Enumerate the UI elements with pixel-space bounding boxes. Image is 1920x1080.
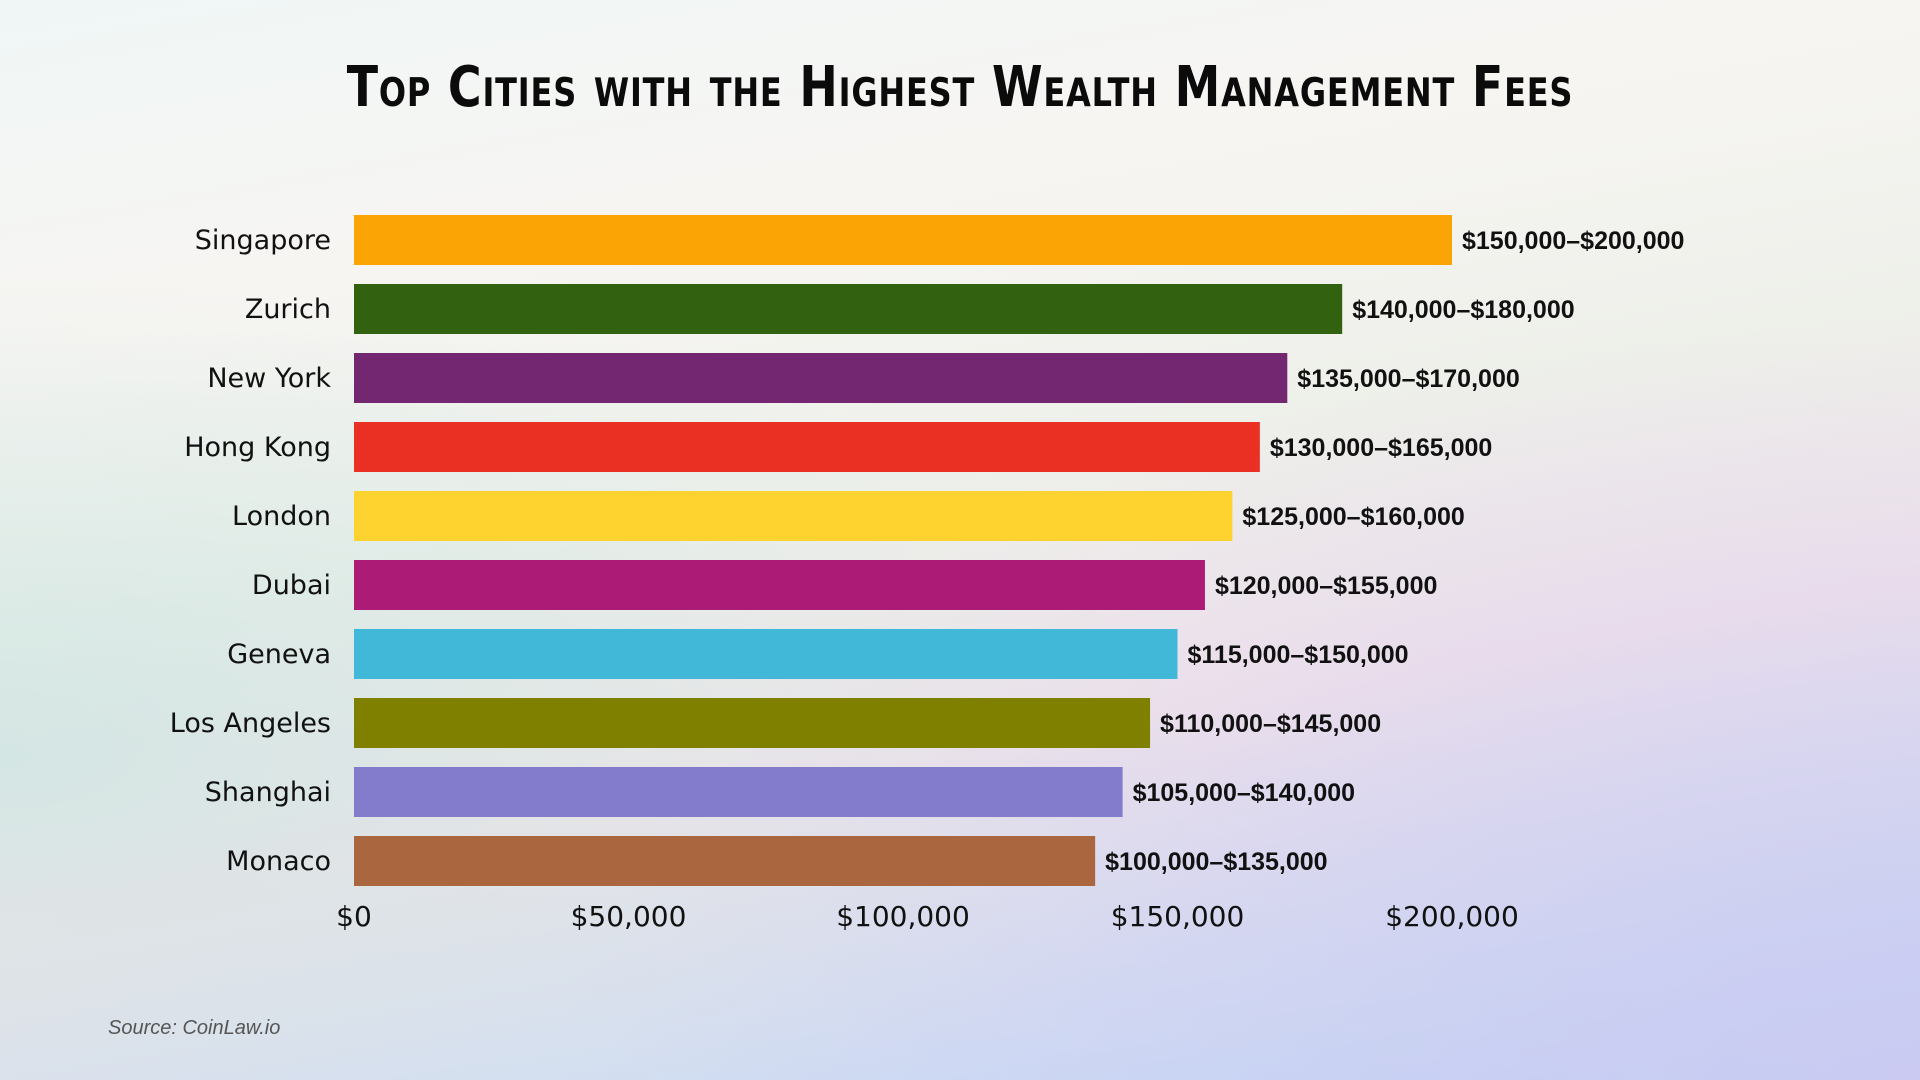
chart-title: Top Cities with the Highest Wealth Manag…: [346, 55, 1574, 120]
data-label: $150,000–$200,000: [1462, 227, 1684, 255]
data-label: $120,000–$155,000: [1215, 572, 1437, 600]
category-label: Shanghai: [205, 777, 331, 808]
data-label: $140,000–$180,000: [1352, 296, 1574, 324]
bar-shanghai: [354, 767, 1123, 817]
x-tick-label: $50,000: [571, 900, 687, 933]
bar-singapore: [354, 215, 1452, 265]
x-tick-label: $200,000: [1385, 900, 1519, 933]
bar-zurich: [354, 284, 1343, 334]
category-label: Dubai: [252, 570, 331, 601]
bar-dubai: [354, 560, 1205, 610]
x-tick-label: $150,000: [1111, 900, 1245, 933]
data-label: $110,000–$145,000: [1160, 710, 1381, 738]
data-label: $115,000–$150,000: [1188, 641, 1409, 669]
category-label: Singapore: [195, 225, 331, 256]
bar-new-york: [354, 353, 1288, 403]
category-label: Hong Kong: [184, 432, 331, 463]
category-label: New York: [207, 363, 331, 394]
category-label: London: [232, 501, 331, 532]
data-label: $135,000–$170,000: [1297, 365, 1519, 393]
data-label: $125,000–$160,000: [1242, 503, 1464, 531]
bar-geneva: [354, 629, 1178, 679]
source-note: Source: CoinLaw.io: [108, 1017, 281, 1039]
category-label: Zurich: [245, 294, 331, 325]
bar-los-angeles: [354, 698, 1151, 748]
bar-london: [354, 491, 1233, 541]
category-label: Geneva: [227, 639, 331, 670]
category-label: Los Angeles: [170, 708, 331, 739]
data-label: $100,000–$135,000: [1105, 848, 1327, 876]
data-label: $105,000–$140,000: [1133, 779, 1355, 807]
x-tick-label: $0: [336, 900, 372, 933]
bar-monaco: [354, 836, 1096, 886]
category-label: Monaco: [226, 846, 331, 877]
x-tick-label: $100,000: [836, 900, 970, 933]
bar-hong-kong: [354, 422, 1260, 472]
data-label: $130,000–$165,000: [1270, 434, 1492, 462]
